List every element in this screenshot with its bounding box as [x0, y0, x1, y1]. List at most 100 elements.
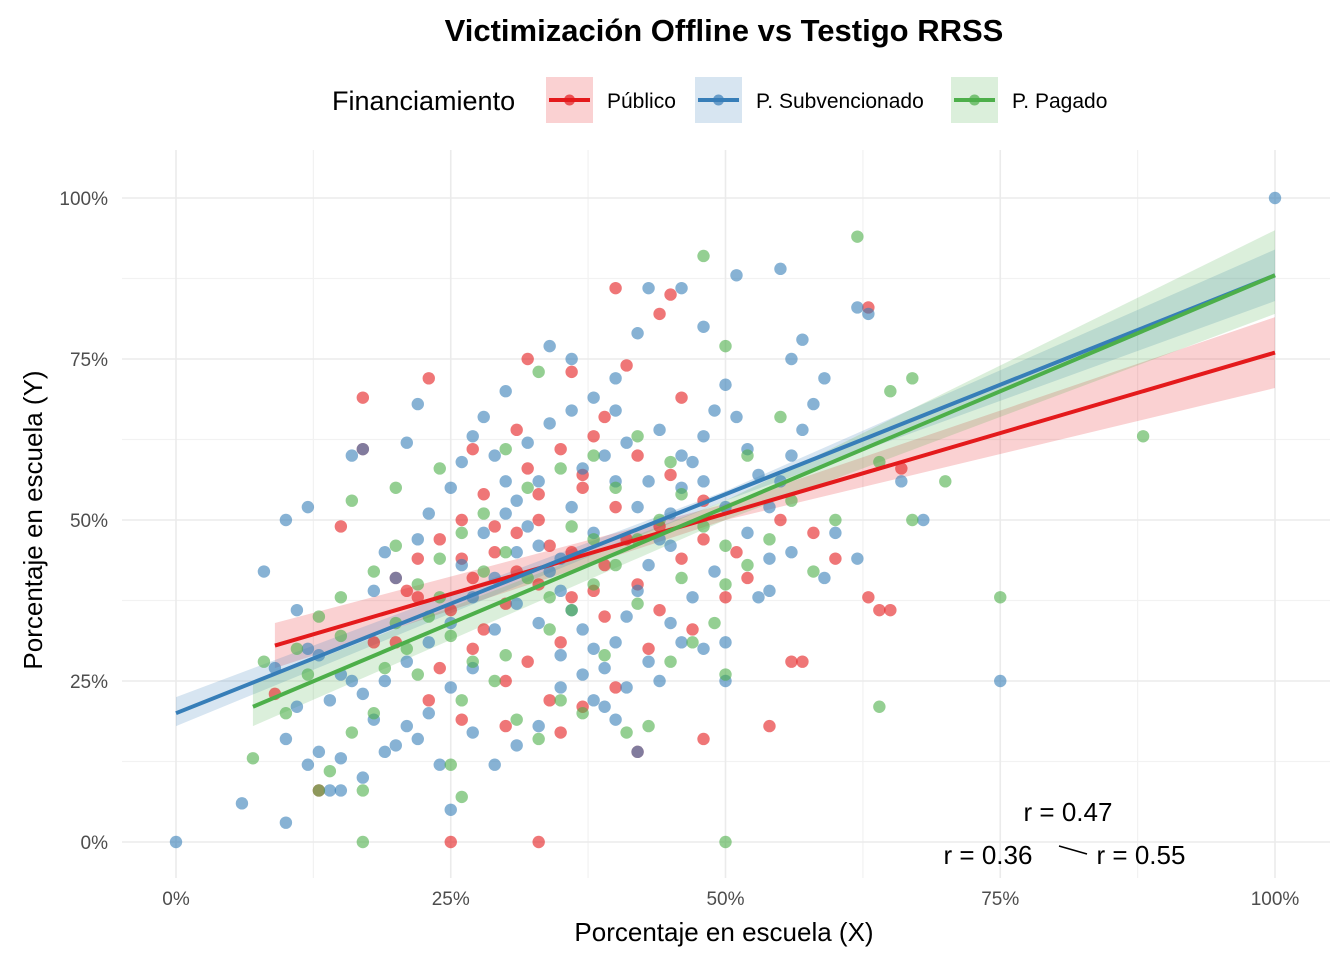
- point-p-subvencionado: [356, 687, 370, 701]
- point-p-subvencionado: [598, 661, 611, 675]
- point-p-pagado: [884, 385, 897, 398]
- point-p-pagado: [477, 507, 490, 520]
- point-p-subvencionado: [455, 455, 468, 469]
- point-p-pagado: [433, 462, 446, 475]
- correlation-annotations: r = 0.47 r = 0.36 r = 0.55: [944, 797, 1186, 870]
- point-p-subvencionado: [796, 333, 809, 346]
- point-p-subvencionado: [290, 603, 304, 617]
- point-p-pagado: [400, 642, 413, 655]
- annotation-r-055: r = 0.55: [1097, 840, 1186, 870]
- point-publico: [367, 636, 381, 649]
- point-p-subvencionado: [400, 719, 413, 733]
- point-publico: [510, 423, 523, 437]
- point-p-subvencionado: [1268, 191, 1282, 205]
- point-p-subvencionado: [587, 391, 600, 404]
- point-p-subvencionado: [697, 430, 710, 443]
- point-p-subvencionado: [422, 507, 435, 520]
- point-publico: [686, 623, 699, 636]
- point-publico: [576, 481, 589, 494]
- point-p-subvencionado: [323, 694, 337, 707]
- point-publico: [675, 391, 688, 404]
- point-p-subvencionado: [554, 584, 567, 598]
- point-p-pagado: [543, 623, 556, 636]
- point-p-subvencionado: [895, 475, 908, 488]
- point-p-subvencionado: [620, 681, 633, 694]
- point-publico: [477, 488, 490, 501]
- point-p-subvencionado: [719, 378, 732, 391]
- legend: Financiamiento Público P. Subvencionado P.…: [332, 77, 1107, 123]
- point-publico: [510, 526, 523, 540]
- point-p-subvencionado: [466, 430, 479, 443]
- point-p-subvencionado: [587, 642, 600, 655]
- point-p-subvencionado: [367, 584, 381, 598]
- point-p-subvencionado: [774, 262, 787, 276]
- point-p-subvencionado: [719, 636, 732, 649]
- point-p-subvencionado: [389, 571, 402, 585]
- point-p-pagado: [609, 558, 622, 572]
- point-publico: [400, 584, 413, 598]
- point-p-pagado: [686, 636, 699, 649]
- point-publico: [554, 636, 567, 649]
- fit-line-p-subvencionado: [175, 273, 1276, 716]
- point-p-pagado: [279, 707, 293, 720]
- point-p-subvencionado: [235, 797, 249, 810]
- point-p-pagado: [587, 533, 600, 546]
- point-p-pagado: [367, 565, 381, 578]
- point-p-subvencionado: [532, 539, 545, 552]
- point-p-subvencionado: [433, 758, 446, 771]
- point-p-subvencionado: [697, 320, 710, 333]
- point-p-subvencionado: [675, 281, 688, 295]
- legend-label-p-pagado: P. Pagado: [1012, 90, 1107, 113]
- point-publico: [620, 359, 633, 372]
- point-p-subvencionado: [675, 449, 688, 462]
- point-publico: [532, 488, 545, 501]
- point-p-subvencionado: [543, 565, 556, 578]
- point-p-subvencionado: [543, 339, 556, 353]
- point-publico: [774, 513, 787, 527]
- point-p-pagado: [719, 835, 732, 849]
- point-p-subvencionado: [455, 558, 468, 572]
- point-p-subvencionado: [807, 397, 820, 411]
- point-p-subvencionado: [818, 571, 831, 585]
- point-p-subvencionado: [400, 436, 413, 449]
- point-p-pagado: [620, 726, 633, 739]
- point-publico: [499, 719, 512, 733]
- point-publico: [730, 546, 743, 559]
- point-p-subvencionado: [642, 558, 655, 572]
- point-p-subvencionado: [257, 565, 271, 578]
- point-publico: [675, 552, 688, 565]
- point-p-pagado: [455, 790, 468, 804]
- point-p-pagado: [1136, 430, 1150, 443]
- point-publico: [565, 365, 578, 379]
- x-axis-title: Porcentaje en escuela (X): [574, 917, 873, 947]
- point-p-subvencionado: [862, 307, 875, 321]
- point-p-subvencionado: [488, 449, 501, 462]
- point-p-subvencionado: [411, 397, 424, 411]
- point-publico: [598, 610, 611, 623]
- point-publico: [532, 513, 545, 527]
- point-p-pagado: [488, 674, 501, 688]
- point-p-subvencionado: [609, 713, 622, 726]
- point-p-subvencionado: [686, 455, 699, 469]
- x-tick-label: 100%: [1251, 889, 1300, 910]
- point-p-pagado: [367, 707, 381, 720]
- point-p-pagado: [719, 578, 732, 591]
- point-p-pagado: [455, 526, 468, 540]
- point-p-subvencionado: [631, 500, 644, 514]
- point-publico: [466, 642, 479, 655]
- point-p-pagado: [477, 565, 490, 578]
- point-p-subvencionado: [631, 745, 644, 759]
- y-tick-label: 25%: [70, 672, 108, 693]
- point-p-pagado: [246, 752, 260, 765]
- point-p-pagado: [323, 764, 337, 778]
- point-publico: [521, 655, 534, 668]
- point-p-subvencionado: [752, 591, 765, 604]
- point-p-subvencionado: [609, 404, 622, 417]
- point-p-subvencionado: [521, 520, 534, 533]
- point-p-subvencionado: [785, 546, 798, 559]
- point-p-subvencionado: [356, 771, 370, 784]
- point-p-subvencionado: [664, 616, 677, 630]
- point-p-subvencionado: [763, 552, 776, 565]
- point-p-subvencionado: [521, 436, 534, 449]
